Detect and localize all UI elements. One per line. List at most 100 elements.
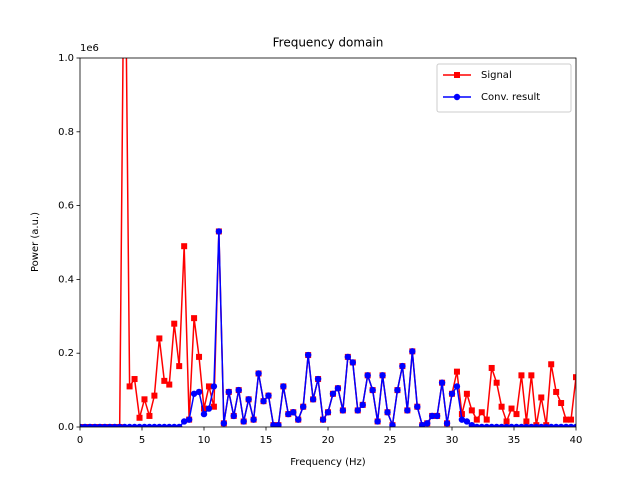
marker [166,423,173,427]
marker [568,416,575,423]
marker [369,386,376,394]
marker [473,423,480,427]
marker [404,407,411,414]
marker [181,243,188,250]
marker [409,348,416,355]
marker [448,390,456,397]
x-tick-label: 10 [198,435,211,446]
marker [285,410,292,418]
marker [458,416,466,423]
marker [513,411,520,418]
x-tick-label: 5 [139,435,145,446]
marker [275,421,282,427]
marker [443,420,451,427]
marker [528,372,535,379]
marker [563,416,570,423]
marker [557,423,565,427]
marker [146,412,153,419]
marker [156,335,163,342]
marker [171,423,178,427]
marker [295,416,302,423]
marker [270,421,277,427]
marker [438,379,446,386]
x-tick-label: 20 [322,435,335,446]
marker [523,423,530,427]
marker [195,388,203,396]
marker [433,412,441,420]
marker [250,416,257,423]
marker [508,423,515,427]
marker [116,423,123,427]
marker [156,423,163,427]
marker [518,372,525,379]
marker [344,353,352,361]
marker [414,403,421,410]
marker [290,409,297,416]
marker [191,315,198,322]
marker [428,412,436,420]
marker [458,411,465,418]
marker [200,410,208,418]
marker [126,423,133,427]
marker [498,423,505,427]
marker [503,423,510,427]
marker [190,390,198,397]
marker [538,423,545,427]
marker [210,383,218,390]
marker [483,416,490,423]
marker [141,396,148,403]
marker [538,394,545,401]
marker [265,392,272,399]
marker [245,396,252,403]
marker [131,423,138,427]
x-axis-label: Frequency (Hz) [290,457,366,468]
marker [101,423,108,427]
y-tick-label: 0.0 [58,422,74,433]
y-axis-label: Power (a.u.) [30,212,41,272]
marker [220,420,228,427]
y-tick-label: 0.2 [58,348,74,359]
marker [180,418,188,425]
marker [136,414,143,421]
marker [121,423,128,427]
marker [503,418,510,425]
marker [329,390,337,397]
marker [463,390,470,397]
marker [176,423,183,427]
marker [230,412,237,420]
marker [463,418,471,425]
y-tick-label: 1.0 [58,53,74,64]
marker [146,423,153,427]
marker [131,376,138,383]
marker [96,423,104,427]
marker [558,400,565,407]
marker [488,364,495,371]
x-tick-label: 35 [508,435,521,446]
marker [483,423,490,427]
marker [215,228,223,235]
marker [260,397,267,405]
marker [419,421,426,427]
y-tick-label: 0.8 [58,127,74,138]
marker [498,403,505,410]
marker [399,362,406,370]
marker [205,383,212,390]
marker [394,386,401,394]
marker [523,418,530,425]
marker [319,416,327,423]
chart-title: Frequency domain [273,36,384,50]
marker [468,407,475,414]
marker [185,416,193,423]
marker [468,421,476,427]
legend-label: Signal [481,70,512,81]
marker [453,383,461,390]
marker [473,416,480,423]
marker [493,423,500,427]
marker [136,423,143,427]
marker [176,363,183,370]
marker [528,423,535,427]
marker [86,423,94,427]
marker [548,423,555,427]
marker [349,359,356,366]
